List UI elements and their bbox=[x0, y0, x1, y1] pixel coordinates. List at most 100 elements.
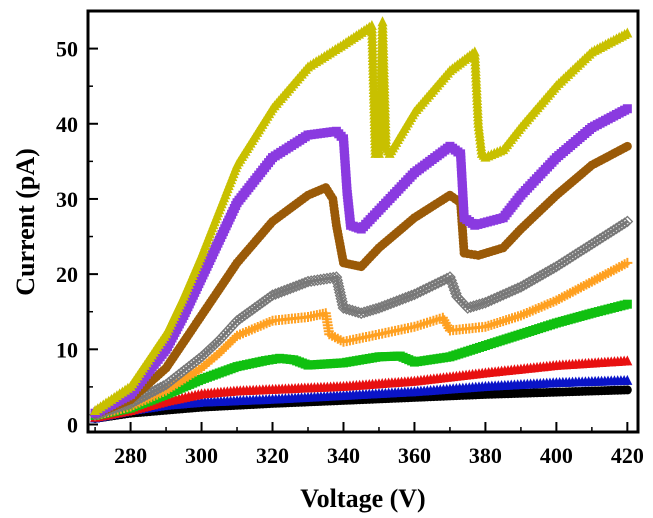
y-tick-label: 40 bbox=[56, 112, 78, 137]
data-point bbox=[197, 348, 210, 361]
data-point bbox=[622, 257, 633, 268]
data-point bbox=[417, 284, 430, 297]
data-point bbox=[275, 285, 288, 298]
data-point bbox=[308, 274, 321, 287]
data-point bbox=[476, 297, 489, 310]
data-point bbox=[228, 317, 241, 330]
data-point bbox=[577, 243, 590, 256]
data-point bbox=[143, 387, 156, 400]
data-point bbox=[331, 274, 344, 287]
x-tick-label: 360 bbox=[398, 443, 431, 468]
data-point bbox=[311, 274, 324, 287]
data-point bbox=[200, 346, 212, 359]
data-point bbox=[185, 358, 198, 371]
data-point bbox=[182, 360, 195, 373]
data-point bbox=[622, 385, 632, 395]
data-point bbox=[539, 266, 552, 279]
data-point bbox=[241, 307, 254, 320]
data-point bbox=[448, 284, 461, 297]
x-tick-label: 340 bbox=[327, 443, 360, 468]
data-point bbox=[615, 219, 628, 231]
data-point bbox=[411, 287, 424, 299]
data-point bbox=[602, 227, 615, 240]
data-point bbox=[591, 234, 604, 247]
data-point bbox=[435, 275, 447, 288]
data-point bbox=[405, 289, 418, 302]
data-point bbox=[506, 284, 518, 297]
data-point bbox=[256, 296, 269, 309]
data-point bbox=[336, 295, 348, 308]
data-point bbox=[334, 289, 347, 302]
data-point bbox=[373, 302, 385, 314]
data-point bbox=[497, 288, 510, 301]
data-point bbox=[202, 344, 215, 357]
data-point bbox=[607, 224, 620, 237]
data-point bbox=[332, 280, 345, 293]
data-point bbox=[622, 27, 633, 38]
data-point bbox=[381, 298, 394, 311]
data-point bbox=[545, 263, 557, 276]
data-point bbox=[165, 374, 178, 387]
data-point bbox=[305, 275, 318, 288]
data-point bbox=[561, 253, 574, 266]
data-point bbox=[335, 292, 348, 305]
data-point bbox=[500, 287, 513, 300]
data-point bbox=[536, 268, 549, 281]
data-point bbox=[193, 352, 205, 365]
data-point bbox=[531, 271, 544, 284]
data-point bbox=[523, 276, 536, 289]
axis-ticks: 280 300 320 340 360 380 400 420 0 10 20 30 40 50 bbox=[56, 37, 644, 468]
series-layer bbox=[89, 16, 634, 423]
data-point bbox=[293, 279, 306, 291]
x-tick-label: 300 bbox=[185, 443, 218, 468]
data-point bbox=[333, 283, 346, 296]
data-point bbox=[622, 355, 633, 366]
data-point bbox=[622, 374, 633, 385]
data-point bbox=[330, 271, 343, 284]
data-point bbox=[384, 297, 397, 310]
data-point bbox=[367, 303, 379, 316]
data-point bbox=[387, 296, 400, 309]
data-point bbox=[334, 286, 346, 299]
x-tick-label: 280 bbox=[114, 443, 147, 468]
x-tick-label: 320 bbox=[256, 443, 289, 468]
data-point bbox=[269, 288, 282, 300]
data-point bbox=[566, 250, 579, 263]
data-point bbox=[622, 104, 632, 114]
data-point bbox=[180, 362, 193, 375]
data-point bbox=[491, 291, 504, 304]
x-tick-label: 400 bbox=[540, 443, 573, 468]
data-point bbox=[550, 260, 563, 273]
data-point bbox=[246, 303, 259, 316]
data-point bbox=[355, 307, 368, 320]
data-point bbox=[583, 239, 596, 252]
data-point bbox=[151, 383, 164, 395]
data-point bbox=[485, 294, 498, 306]
data-point bbox=[580, 241, 593, 254]
data-point bbox=[258, 294, 271, 307]
y-tick-label: 0 bbox=[67, 412, 78, 437]
data-point bbox=[525, 274, 538, 287]
data-point bbox=[517, 279, 530, 292]
data-point bbox=[299, 276, 311, 289]
data-point bbox=[208, 338, 221, 351]
data-point bbox=[149, 384, 162, 397]
data-point bbox=[575, 245, 587, 257]
series-7 bbox=[90, 141, 632, 419]
data-point bbox=[264, 291, 276, 303]
data-point bbox=[349, 305, 362, 318]
plot-frame bbox=[86, 9, 640, 434]
data-point bbox=[204, 342, 217, 355]
series-6 bbox=[89, 215, 634, 421]
data-point bbox=[621, 215, 634, 228]
data-point bbox=[396, 293, 409, 305]
data-point bbox=[331, 277, 344, 290]
data-point bbox=[444, 271, 456, 284]
data-point bbox=[610, 222, 623, 235]
data-point bbox=[190, 354, 203, 367]
y-axis-label: Current (pA) bbox=[11, 148, 40, 296]
data-point bbox=[555, 257, 568, 270]
data-point bbox=[402, 290, 415, 303]
data-point bbox=[177, 364, 190, 377]
data-point bbox=[572, 246, 585, 259]
